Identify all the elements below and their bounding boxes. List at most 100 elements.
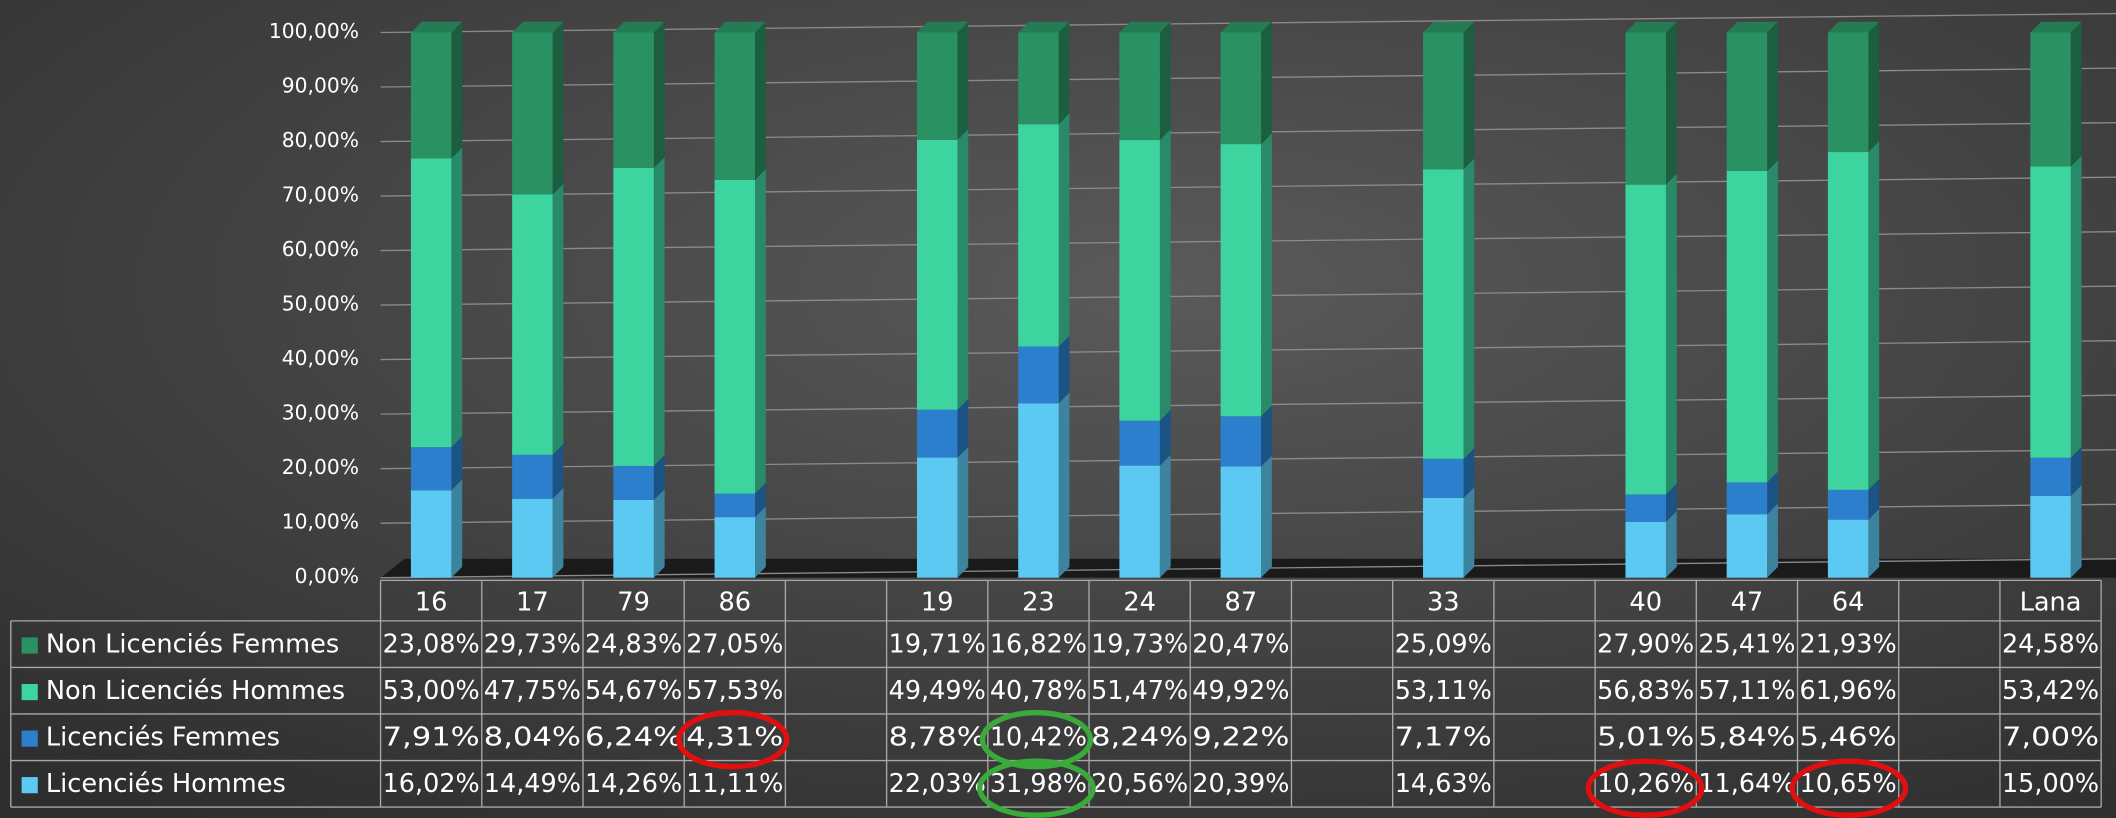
bar-side (1767, 21, 1778, 172)
data-label: 16,82% (990, 629, 1087, 659)
data-label: 20,47% (1192, 629, 1289, 659)
bar (410, 447, 452, 491)
x-tick-label: Lana (2020, 587, 2082, 617)
y-tick-label: 0,00% (295, 564, 359, 588)
data-label: 25,09% (1395, 629, 1492, 659)
data-label: 19,73% (1091, 629, 1188, 659)
bar-side (1261, 455, 1272, 578)
data-label: 57,53% (686, 676, 783, 706)
bar (1119, 32, 1160, 141)
bar (613, 32, 654, 168)
bar (714, 179, 756, 494)
data-label: 25,41% (1698, 629, 1795, 659)
data-label: 53,42% (2002, 676, 2099, 706)
y-tick-label: 40,00% (282, 346, 359, 370)
bar-side (1868, 508, 1880, 578)
data-label: 8,24% (1091, 723, 1188, 753)
bar-side (1463, 21, 1475, 170)
data-label: 5,84% (1698, 723, 1795, 753)
bar-top (916, 21, 969, 33)
bar (1423, 169, 1464, 459)
bar-side (653, 489, 665, 578)
bar (512, 454, 553, 499)
bar (1625, 184, 1666, 495)
bar-side (957, 129, 969, 410)
y-tick-label: 60,00% (282, 237, 359, 261)
data-label: 20,56% (1091, 769, 1188, 799)
data-label: 53,11% (1395, 676, 1492, 706)
data-label: 14,63% (1395, 769, 1492, 799)
data-label: 16,02% (383, 769, 480, 799)
bar (1220, 32, 1262, 145)
bar-side (1261, 21, 1272, 145)
bar-side (1665, 483, 1677, 522)
bar-side (957, 21, 969, 140)
bar-side (1868, 141, 1880, 490)
data-label: 27,90% (1597, 629, 1694, 659)
bar-side (1159, 454, 1171, 578)
bar-side (1058, 21, 1070, 125)
data-label: 4,31% (686, 723, 783, 753)
bar-side (1665, 21, 1677, 185)
data-label: 29,73% (484, 629, 581, 659)
bar-side (451, 479, 463, 578)
bar (714, 517, 756, 578)
bar (512, 194, 553, 455)
bar (512, 498, 553, 578)
bar-top (1018, 21, 1070, 33)
data-label: 24,83% (585, 629, 682, 659)
y-tick-label: 90,00% (282, 74, 359, 98)
data-label: 7,17% (1395, 723, 1492, 753)
x-tick-label: 16 (415, 587, 448, 617)
bar-side (1261, 405, 1272, 467)
bar-side (1463, 158, 1475, 459)
bar (1018, 403, 1059, 578)
x-tick-label: 33 (1427, 587, 1460, 617)
bar (1423, 32, 1464, 170)
bar-side (755, 506, 766, 578)
bar (1220, 466, 1262, 578)
y-tick-label: 30,00% (282, 401, 359, 425)
bar (916, 457, 958, 578)
y-tick-label: 100,00% (269, 19, 359, 43)
data-label: 51,47% (1091, 676, 1188, 706)
bar (1827, 519, 1869, 578)
x-tick-label: 40 (1629, 587, 1662, 617)
x-tick-label: 24 (1123, 587, 1156, 617)
x-tick-label: 79 (617, 587, 650, 617)
bar (1018, 124, 1059, 347)
data-label: 31,98% (990, 769, 1087, 799)
data-label: 15,00% (2002, 769, 2099, 799)
data-label: 24,58% (2002, 629, 2099, 659)
bar (714, 493, 756, 518)
highlight-circle (1789, 758, 1909, 818)
bar-top (1625, 21, 1677, 33)
bar-side (1767, 471, 1778, 515)
bar (1423, 458, 1464, 498)
bar (916, 409, 958, 458)
bar (613, 167, 654, 466)
data-label: 53,00% (383, 676, 480, 706)
bar (613, 499, 654, 578)
data-label: 49,49% (889, 676, 986, 706)
bar (1827, 489, 1869, 520)
bar (1625, 521, 1666, 578)
bar-side (2070, 21, 2082, 167)
bar-side (552, 21, 564, 195)
x-tick-label: 17 (516, 587, 549, 617)
bar-side (755, 21, 766, 180)
y-tick-label: 70,00% (282, 183, 359, 207)
data-label: 49,92% (1192, 676, 1289, 706)
bar (2030, 166, 2071, 458)
data-label: 56,83% (1597, 676, 1694, 706)
bar (410, 32, 452, 159)
bar-side (1463, 448, 1475, 498)
bar-side (1665, 510, 1677, 578)
bar (1423, 497, 1464, 578)
bar-top (512, 21, 564, 33)
y-tick-label: 50,00% (282, 292, 359, 316)
bar-top (1827, 21, 1880, 33)
bar-side (1058, 335, 1070, 404)
data-label: 8,78% (889, 723, 986, 753)
